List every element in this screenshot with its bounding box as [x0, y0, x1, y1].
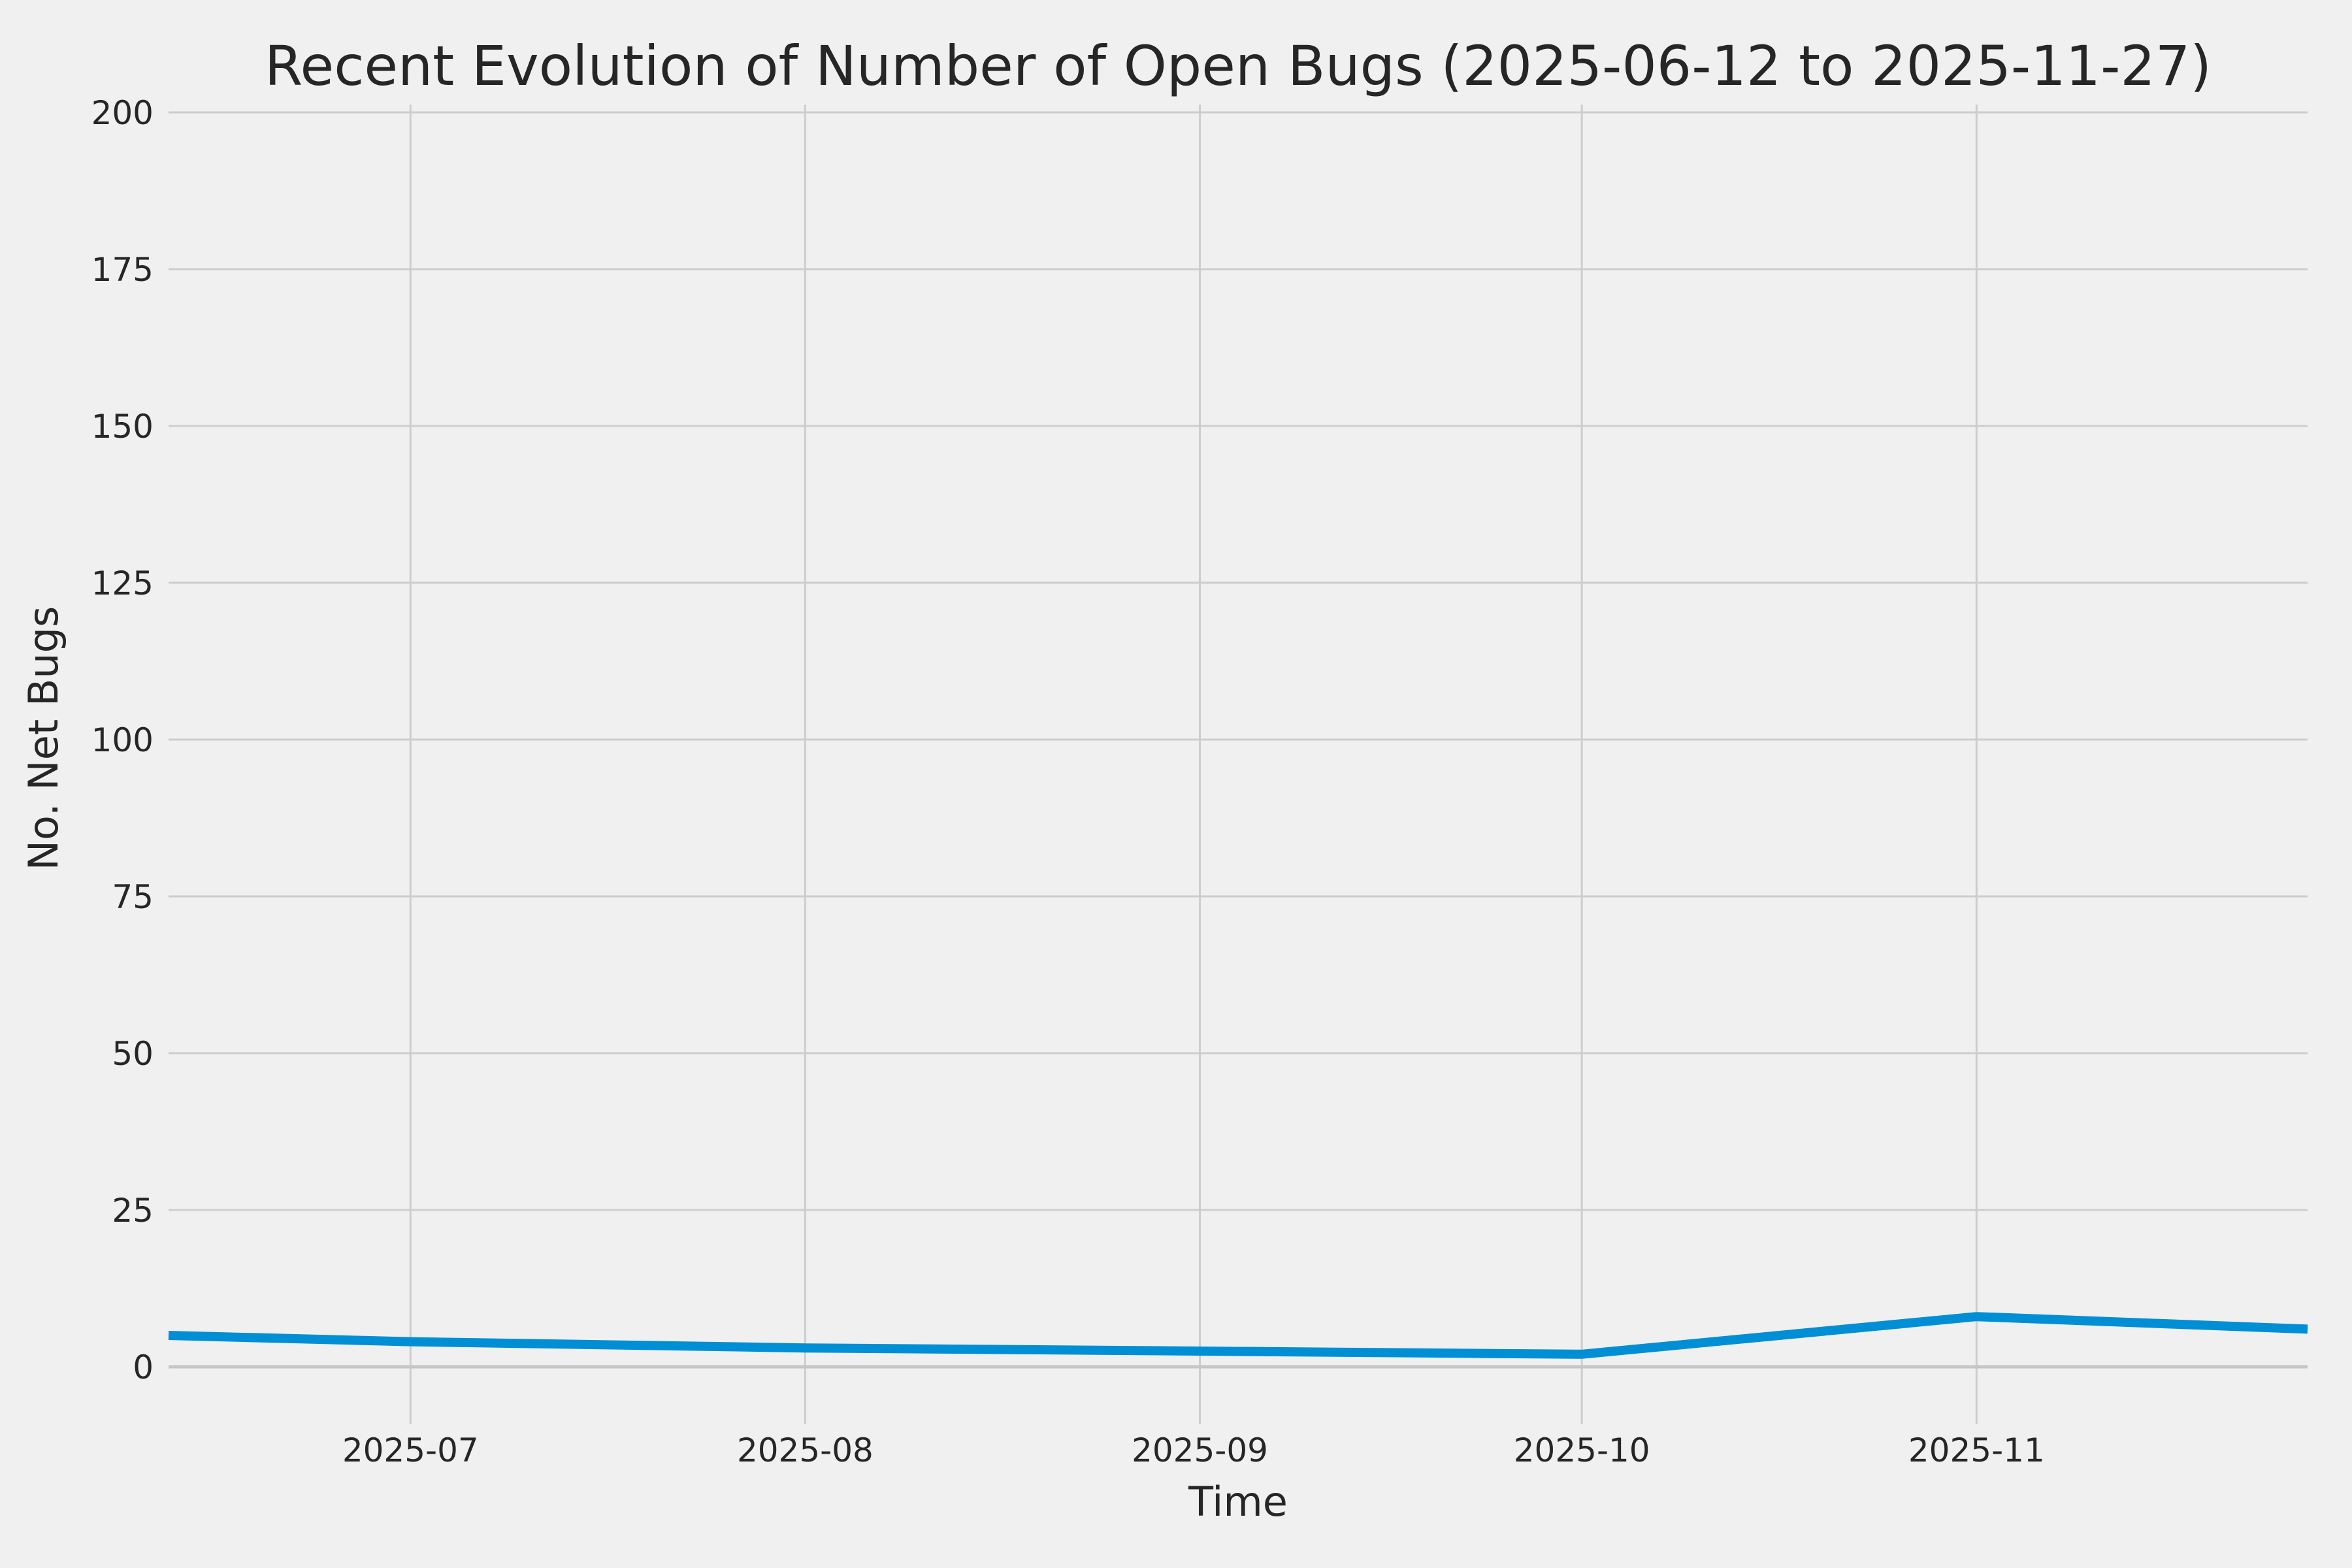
tick-labels-group: 2025-07 2025-08 2025-09 2025-10 2025-11 0 25 50…	[91, 94, 2045, 1469]
x-axis-label: Time	[1188, 1478, 1288, 1526]
y-tick-label: 150	[91, 408, 154, 446]
y-tick-label: 125	[91, 564, 154, 602]
y-tick-label: 100	[91, 721, 154, 759]
x-tick-label: 2025-07	[342, 1431, 479, 1469]
series-group	[168, 1312, 2308, 1359]
y-tick-label: 0	[133, 1348, 154, 1386]
y-tick-label: 25	[112, 1192, 154, 1230]
x-tick-label: 2025-08	[737, 1431, 874, 1469]
series-line	[168, 1312, 2308, 1359]
y-tick-label: 50	[112, 1035, 154, 1073]
gridlines-group	[169, 105, 2308, 1424]
x-tick-label: 2025-11	[1908, 1431, 2045, 1469]
y-tick-label: 175	[91, 251, 154, 289]
x-tick-label: 2025-10	[1514, 1431, 1650, 1469]
x-tick-label: 2025-09	[1132, 1431, 1268, 1469]
y-tick-label: 200	[91, 94, 154, 132]
y-tick-label: 75	[112, 878, 154, 916]
y-axis-label: No. Net Bugs	[20, 606, 67, 871]
chart-title: Recent Evolution of Number of Open Bugs …	[265, 34, 2212, 98]
